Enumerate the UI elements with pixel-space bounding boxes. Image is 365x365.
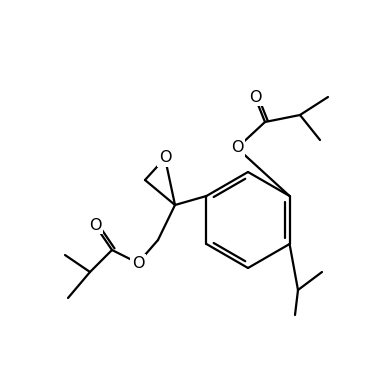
Text: O: O bbox=[132, 255, 144, 270]
Text: O: O bbox=[159, 150, 171, 165]
Text: O: O bbox=[231, 141, 243, 155]
Text: O: O bbox=[89, 218, 101, 233]
Text: O: O bbox=[249, 89, 261, 104]
